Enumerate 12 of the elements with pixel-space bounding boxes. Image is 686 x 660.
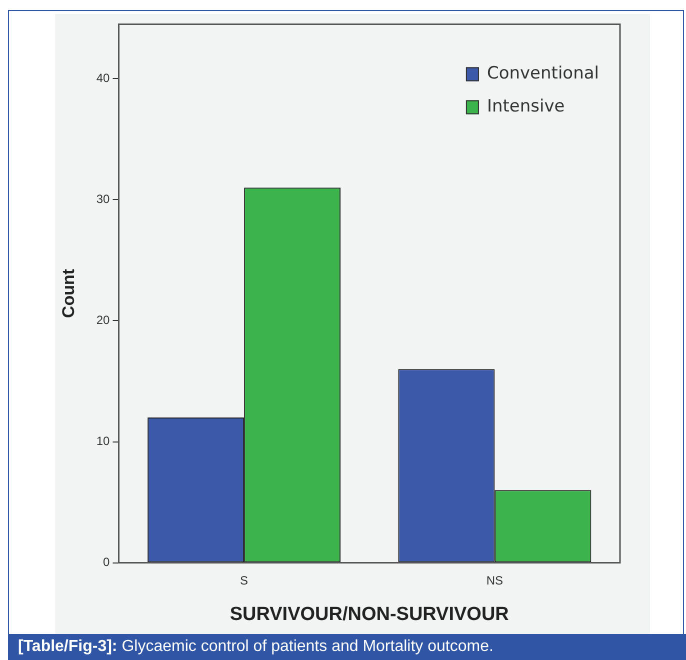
legend-label: Intensive (486, 96, 565, 117)
y-tick-label: 0 (103, 555, 110, 570)
x-axis-title: SURVIVOUR/NON-SURVIVOUR (230, 604, 510, 625)
x-tick-label: NS (486, 573, 504, 588)
y-tick-label: 20 (96, 313, 110, 328)
y-tick-label: 10 (96, 434, 110, 448)
legend-label: Conventional (486, 64, 600, 84)
text: [Table/Fig-3]: Glycaemic control of patients and Mortality outcome. (8, 634, 686, 660)
y-tick-label: 40 (96, 70, 110, 85)
x-tick-label: S (240, 573, 248, 588)
y-axis-title: Count (58, 268, 78, 318)
y-tick-label: 30 (96, 192, 110, 206)
